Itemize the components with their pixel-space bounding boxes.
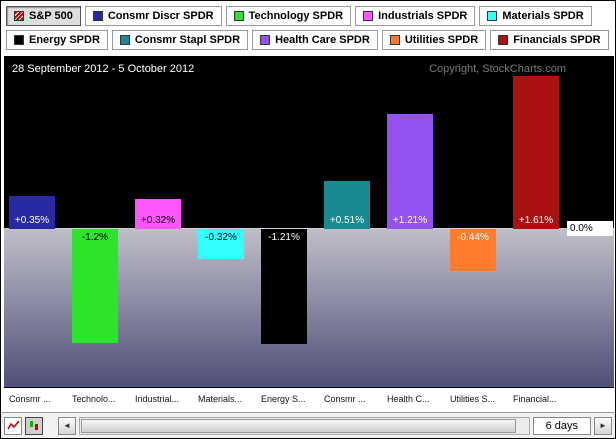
legend-item-energy-spdr[interactable]: Energy SPDR: [6, 30, 108, 50]
date-range-label: 28 September 2012 - 5 October 2012: [12, 63, 195, 75]
legend-swatch-utilities-spdr: [389, 35, 400, 45]
zero-axis-label: 0.0%: [567, 221, 613, 236]
bar-value-label: -1.21%: [268, 232, 300, 243]
x-tick-health-care-spdr: Health C...: [387, 394, 430, 404]
legend-item-utilities-spdr[interactable]: Utilities SPDR: [381, 30, 487, 50]
legend-label: Technology SPDR: [248, 10, 344, 22]
legend-label: Utilities SPDR: [404, 34, 479, 46]
bar-value-label: +0.35%: [14, 215, 50, 226]
legend-label: Consmr Discr SPDR: [107, 10, 214, 22]
legend-label: Materials SPDR: [502, 10, 584, 22]
bar-value-label: +0.32%: [140, 215, 176, 226]
x-tick-consmr-discr-spdr: Consmr ...: [9, 394, 51, 404]
legend-item-financials-spdr[interactable]: Financials SPDR: [490, 30, 609, 50]
zero-line: [4, 228, 614, 229]
legend-swatch-s-p-500: [14, 11, 24, 21]
legend-item-consmr-stapl-spdr[interactable]: Consmr Stapl SPDR: [111, 30, 249, 50]
bar-health-care-spdr: +1.21%: [387, 114, 433, 229]
legend-label: Financials SPDR: [513, 34, 601, 46]
histogram-mode-icon[interactable]: [25, 416, 43, 435]
legend-swatch-health-care-spdr: [260, 35, 271, 45]
legend-label: Health Care SPDR: [275, 34, 370, 46]
legend-label: Industrials SPDR: [378, 10, 468, 22]
scroll-right-button[interactable]: ►: [594, 416, 612, 435]
legend-label: Consmr Stapl SPDR: [134, 34, 241, 46]
legend-swatch-technology-spdr: [233, 11, 244, 21]
bar-technology-spdr: -1.2%: [72, 229, 118, 343]
legend-item-industrials-spdr[interactable]: Industrials SPDR: [355, 6, 476, 26]
bar-value-label: +0.51%: [329, 215, 365, 226]
plot-background-positive: 28 September 2012 - 5 October 2012 Copyr…: [4, 56, 614, 229]
legend-label: Energy SPDR: [29, 34, 100, 46]
x-tick-technology-spdr: Technolo...: [72, 394, 116, 404]
legend-swatch-consmr-discr-spdr: [92, 11, 103, 21]
legend-item-technology-spdr[interactable]: Technology SPDR: [225, 6, 352, 26]
x-tick-materials-spdr: Materials...: [198, 394, 243, 404]
legend-label: S&P 500: [29, 10, 73, 22]
x-tick-energy-spdr: Energy S...: [261, 394, 306, 404]
legend-swatch-energy-spdr: [14, 35, 24, 45]
bar-consmr-stapl-spdr: +0.51%: [324, 181, 370, 229]
legend-item-materials-spdr[interactable]: Materials SPDR: [479, 6, 592, 26]
bar-industrials-spdr: +0.32%: [135, 199, 181, 229]
bar-utilities-spdr: -0.44%: [450, 229, 496, 271]
bar-materials-spdr: -0.32%: [198, 229, 244, 259]
legend-row: Energy SPDR Consmr Stapl SPDR Health Care …: [6, 30, 609, 50]
bar-consmr-discr-spdr: +0.35%: [9, 196, 55, 229]
legend-item-health-care-spdr[interactable]: Health Care SPDR: [252, 30, 378, 50]
scroll-left-button[interactable]: ◄: [58, 416, 76, 435]
bars-layer: +0.35% -1.2% +0.32% -0.32% -1.21% +0.51% +1.21…: [4, 56, 614, 387]
legend-row: S&P 500 Consmr Discr SPDR Technology SPDR I…: [6, 6, 592, 26]
bar-energy-spdr: -1.21%: [261, 229, 307, 344]
copyright-label: Copyright, StockCharts.com: [429, 63, 566, 75]
line-chart-mode-icon[interactable]: [4, 416, 22, 435]
legend-item-consmr-discr-spdr[interactable]: Consmr Discr SPDR: [84, 6, 222, 26]
bar-value-label: -1.2%: [81, 232, 109, 243]
bar-value-label: -0.44%: [457, 232, 489, 243]
legend-swatch-financials-spdr: [498, 35, 509, 45]
scrollbar-track[interactable]: [79, 416, 530, 435]
x-axis-labels: Consmr ... Technolo... Industrial... Materi…: [1, 389, 615, 414]
bar-value-label: +1.61%: [518, 215, 554, 226]
scrollbar-thumb[interactable]: [81, 418, 517, 433]
bar-value-label: -0.32%: [205, 232, 237, 243]
x-tick-utilities-spdr: Utilities S...: [450, 394, 496, 404]
chart-area: 28 September 2012 - 5 October 2012 Copyr…: [4, 56, 614, 388]
bar-financials-spdr: +1.61%: [513, 76, 559, 229]
bar-value-label: +1.21%: [392, 215, 428, 226]
legend-swatch-materials-spdr: [487, 11, 498, 21]
legend-swatch-industrials-spdr: [363, 11, 374, 21]
bottom-toolbar: ◄ 6 days ►: [1, 412, 615, 438]
legend-item-s-p-500[interactable]: S&P 500: [6, 6, 81, 26]
legend-swatch-consmr-stapl-spdr: [119, 35, 130, 45]
x-tick-financials-spdr: Financial...: [513, 394, 557, 404]
x-tick-consmr-stapl-spdr: Consmr ...: [324, 394, 366, 404]
period-button[interactable]: 6 days: [532, 416, 591, 435]
x-tick-industrials-spdr: Industrial...: [135, 394, 180, 404]
